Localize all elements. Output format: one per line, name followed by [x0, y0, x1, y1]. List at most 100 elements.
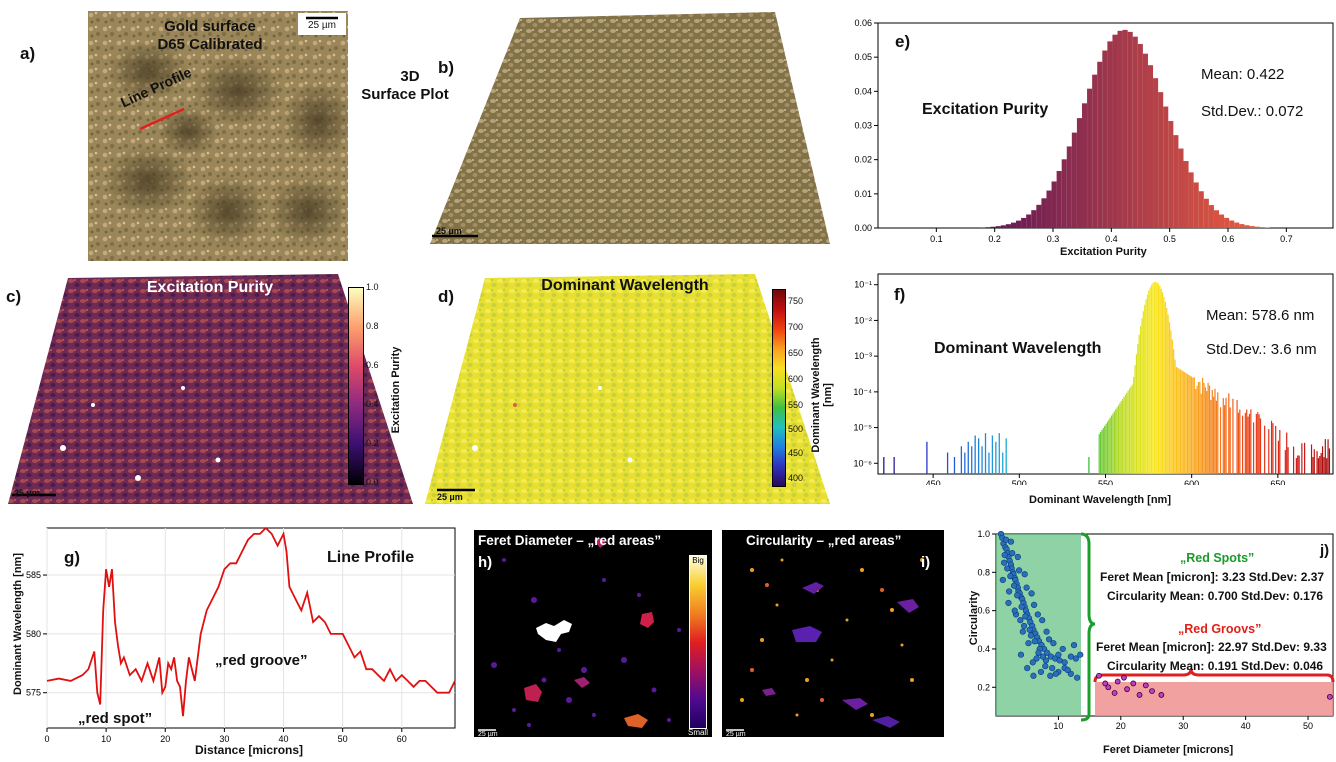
panel-e-title: Excitation Purity [922, 101, 1049, 118]
histogram-bar [1324, 439, 1326, 474]
histogram-bar [1123, 396, 1125, 474]
x-tick-label: 0 [44, 734, 49, 744]
histogram-bar [1258, 414, 1260, 474]
chart-j: 10 20 30 40 50 0.2 0.4 0.6 0.8 1.0 [960, 529, 1336, 757]
colorbar-d-tick-2: 700 [788, 322, 804, 332]
histogram-bar [1193, 377, 1195, 474]
histogram-bar [1107, 41, 1113, 228]
histogram-bar [1156, 282, 1158, 474]
histogram-bar [1166, 307, 1168, 474]
scatter-point-red-spot [1077, 651, 1084, 658]
histogram-bar [1279, 430, 1281, 474]
panel-label-a: a) [20, 44, 36, 63]
histogram-bar [1326, 458, 1328, 474]
y-tick-label: 10⁻¹ [854, 280, 872, 290]
colorbar-c-tick-6: 0.0 [366, 477, 379, 487]
histogram-bar [1293, 446, 1295, 474]
x-tick-label: 0.2 [988, 234, 1001, 244]
feret-scale-bar [689, 555, 707, 729]
x-tick-label: 20 [160, 734, 170, 744]
x-tick-label: 0.6 [1222, 234, 1235, 244]
colorbar-d-tick-7: 450 [788, 448, 804, 458]
scatter-point-red-spot [1027, 632, 1035, 639]
histogram-bar [1257, 412, 1259, 474]
scatter-point-red-spot [1007, 573, 1014, 580]
histogram-bar [1249, 226, 1255, 228]
histogram-bar [1219, 407, 1222, 474]
histogram-bar [1102, 427, 1104, 474]
y-tick-label: 0.2 [977, 682, 990, 692]
histogram-bar [1163, 106, 1169, 228]
histogram-bar [1139, 326, 1142, 474]
histogram-bar [1255, 413, 1257, 474]
panel-i-scalebar-label: 25 µm [726, 731, 746, 738]
histogram-bar [1224, 217, 1230, 228]
scatter-point-red-spot [1005, 599, 1012, 607]
scatter-point-red-spot [1022, 613, 1029, 620]
histogram-bar [1182, 371, 1184, 474]
y-tick-label: 585 [26, 570, 41, 580]
histogram-bar [977, 438, 980, 474]
histogram-bar [1185, 373, 1187, 474]
y-tick-label: 0.6 [977, 606, 990, 616]
panel-e-xlabel: Excitation Purity [1060, 246, 1147, 258]
scatter-point-red-groove [1158, 692, 1165, 698]
histogram-bar [1190, 376, 1193, 474]
x-tick-label: 500 [1012, 479, 1027, 485]
histogram-bar [1295, 458, 1297, 474]
histogram-bar [1287, 447, 1289, 474]
histogram-bar [1134, 365, 1136, 474]
panel-a-title-line2: D65 Calibrated [157, 36, 263, 53]
histogram-bar [1076, 118, 1082, 228]
histogram-bar [1021, 217, 1027, 228]
scatter-point-red-spot [1042, 663, 1049, 670]
histogram-bar [1113, 411, 1115, 474]
histogram-bar [1298, 455, 1300, 474]
scatter-point-red-spot [1034, 611, 1041, 618]
panel-j-xlabel: Feret Diameter [microns] [1103, 744, 1234, 756]
histogram-bar [1127, 31, 1133, 229]
histogram-bar [1087, 88, 1093, 229]
histogram-bar [1327, 439, 1329, 474]
scatter-point-red-spot [1030, 672, 1037, 679]
colorbar-c-tick-2: 0.8 [366, 321, 379, 331]
dominant-wavelength-map [425, 268, 830, 506]
histogram-bar [1117, 30, 1123, 229]
colorbar-d-tick-8: 400 [788, 473, 804, 483]
histogram-bar [1088, 456, 1090, 474]
colorbar-c-tick-4: 0.4 [366, 399, 379, 409]
histogram-bar [1203, 198, 1209, 228]
histogram-bar [1174, 359, 1176, 474]
histogram-bar [1149, 287, 1151, 474]
histogram-bar [1122, 398, 1124, 474]
gold-surface-image [88, 11, 353, 261]
histogram-bar [1046, 190, 1052, 228]
panel-f-xlabel: Dominant Wavelength [nm] [1029, 494, 1171, 506]
histogram-bar [1130, 386, 1132, 474]
scatter-point-red-spot [1061, 659, 1068, 666]
panel-a-title-line1: Gold surface [164, 18, 256, 35]
histogram-bar [1099, 432, 1102, 474]
x-tick-label: 40 [279, 734, 289, 744]
panel-f-std: Std.Dev.: 3.6 nm [1206, 341, 1317, 358]
scatter-point-red-spot [1045, 636, 1053, 643]
histogram-bar [1247, 416, 1249, 474]
histogram-bar [980, 227, 986, 228]
histogram-bar [971, 446, 973, 474]
panel-c-scalebar-label: 25 µm [14, 488, 40, 498]
scatter-point-red-spot [1028, 590, 1035, 597]
annotation-red-groove: „red groove” [215, 652, 308, 669]
histogram-bar [1005, 438, 1007, 474]
histogram-bar [1097, 61, 1103, 228]
red-groovs-circularity: Circularity Mean: 0.191 Std.Dev: 0.046 [1107, 659, 1324, 673]
histogram-bar [1286, 432, 1288, 474]
histogram-bar [1142, 311, 1144, 474]
x-tick-label: 0.4 [1105, 234, 1118, 244]
histogram-bar [984, 433, 987, 474]
scatter-point-red-spot [1055, 651, 1062, 658]
y-tick-label: 10⁻⁴ [853, 387, 872, 397]
histogram-bar [1188, 172, 1194, 228]
histogram-bar [1137, 344, 1139, 474]
scatter-point-red-spot [1001, 559, 1008, 566]
histogram-bar [981, 446, 983, 474]
